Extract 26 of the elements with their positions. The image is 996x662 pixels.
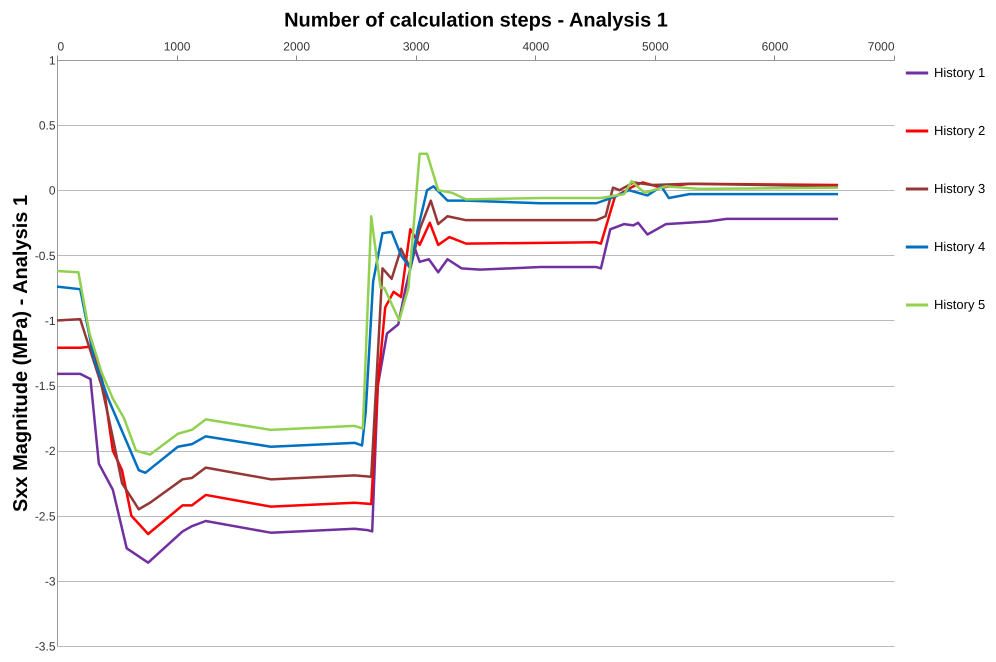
x-tick-label: 5000 bbox=[642, 40, 670, 54]
x-tick-label: 3000 bbox=[402, 40, 430, 54]
y-axis-title: Sxx Magnitude (MPa) - Analysis 1 bbox=[10, 194, 32, 512]
x-axis-title: Number of calculation steps - Analysis 1 bbox=[284, 10, 668, 32]
y-tick-label: -2 bbox=[44, 444, 56, 458]
x-tick-label: 0 bbox=[58, 40, 64, 54]
legend-label: History 2 bbox=[934, 123, 986, 138]
x-tick-label: 7000 bbox=[868, 40, 895, 54]
y-tick-label: -1 bbox=[44, 314, 56, 328]
y-tick-label: -1.5 bbox=[34, 379, 56, 394]
x-tick-label: 6000 bbox=[762, 40, 789, 54]
y-tick-label: -3 bbox=[44, 574, 56, 588]
y-tick-label: 1 bbox=[48, 54, 56, 68]
legend-label: History 1 bbox=[934, 65, 986, 80]
legend-label: History 5 bbox=[934, 297, 986, 312]
x-tick-label: 4000 bbox=[522, 40, 550, 54]
legend-label: History 3 bbox=[934, 181, 986, 196]
y-tick-label: -3.5 bbox=[34, 640, 56, 654]
y-tick-label: 0.5 bbox=[38, 118, 56, 133]
y-tick-label: -2.5 bbox=[34, 509, 56, 524]
x-tick-label: 1000 bbox=[164, 40, 191, 54]
legend-label: History 4 bbox=[934, 239, 986, 254]
y-tick-label: -0.5 bbox=[34, 248, 56, 263]
y-tick-label: 0 bbox=[48, 184, 56, 198]
x-tick-label: 2000 bbox=[283, 40, 310, 54]
line-series bbox=[56, 152, 840, 456]
